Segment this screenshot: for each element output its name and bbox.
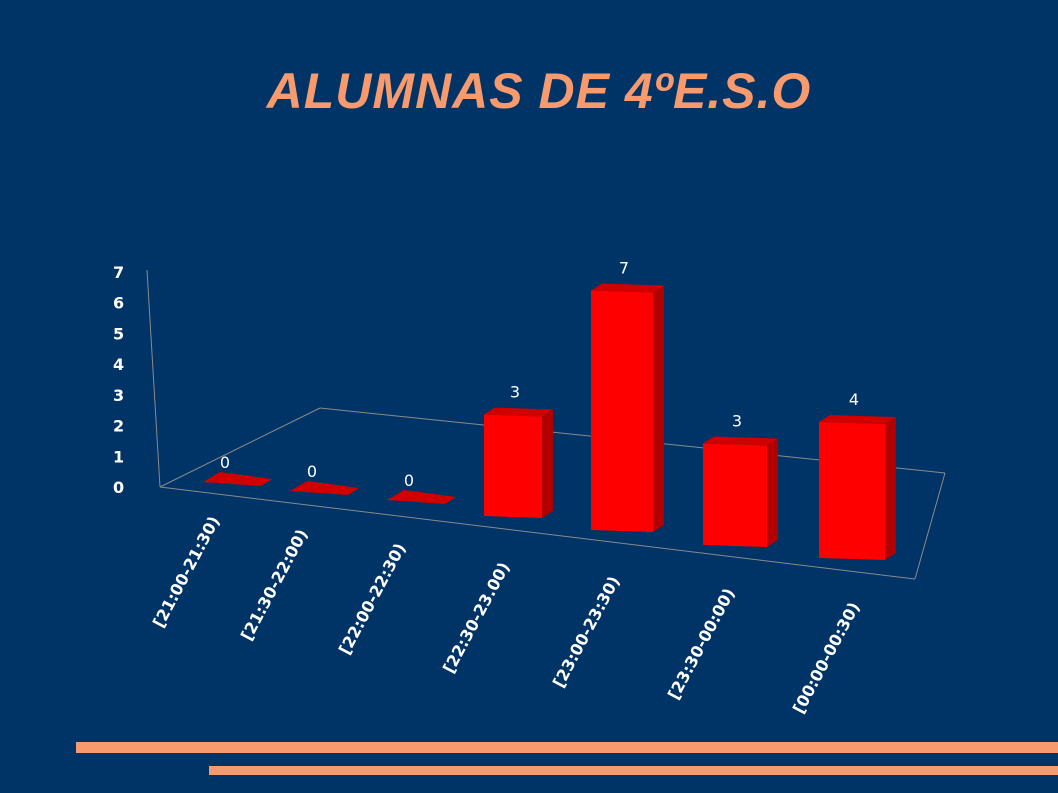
bar-side: [767, 438, 778, 547]
data-label: 0: [404, 471, 414, 490]
floor-front-edge: [159, 486, 916, 580]
y-tick-label: 6: [113, 294, 124, 313]
y-axis-wall-line: [146, 269, 161, 488]
bar-top: [484, 407, 553, 417]
bar-side: [653, 285, 664, 532]
bar: [703, 436, 778, 547]
bar: [203, 472, 272, 486]
bar-front: [484, 414, 542, 518]
y-tick-label: 5: [113, 324, 124, 343]
category-label: [23:30-00:00): [664, 585, 739, 703]
bar-flat: [387, 490, 456, 504]
floor-right-edge: [914, 472, 946, 580]
bar-front: [819, 422, 885, 560]
bar: [484, 407, 553, 518]
y-tick-label: 0: [113, 478, 124, 497]
bar-side: [542, 409, 553, 518]
slide-title: ALUMNAS DE 4ºE.S.O: [266, 63, 812, 119]
y-tick-label: 4: [113, 355, 124, 374]
category-label: [21:30-22:00): [237, 526, 312, 644]
y-tick-label: 7: [113, 263, 124, 282]
data-label: 0: [307, 462, 317, 481]
bar-top: [591, 283, 664, 293]
y-axis-ticks: 0 1 2 3 4 5 6 7: [113, 263, 124, 497]
data-label: 0: [220, 453, 230, 472]
bar-top: [819, 415, 896, 424]
bar-front: [703, 443, 767, 547]
category-label: [23:00-23:30): [549, 573, 624, 691]
bar: [290, 481, 359, 495]
category-label: [22:00-22:30): [335, 540, 410, 658]
data-label: 3: [510, 383, 520, 402]
category-label: [22:30-23.00): [439, 559, 513, 676]
category-label: [00:00-00:30): [789, 599, 864, 717]
y-tick-label: 2: [113, 417, 124, 436]
category-label: [21:00-21:30): [149, 513, 224, 631]
decorative-bar-bottom: [209, 766, 1058, 775]
bar-side: [885, 417, 896, 560]
data-label: 7: [619, 259, 629, 278]
bar-flat: [290, 481, 359, 495]
data-label: 4: [849, 390, 859, 409]
bar: [591, 283, 664, 532]
data-labels: 0 0 0 3 7 3 4: [220, 259, 859, 491]
y-tick-label: 1: [113, 447, 124, 466]
bar: [819, 415, 896, 560]
data-label: 3: [732, 412, 742, 431]
floor-left-edge: [159, 407, 321, 488]
bar: [387, 490, 456, 504]
bar-top: [703, 436, 778, 446]
chart-bars: [203, 283, 896, 560]
bar-flat: [203, 472, 272, 486]
decorative-bar-top: [76, 742, 1058, 753]
bar-front: [591, 290, 653, 532]
y-tick-label: 3: [113, 386, 124, 405]
